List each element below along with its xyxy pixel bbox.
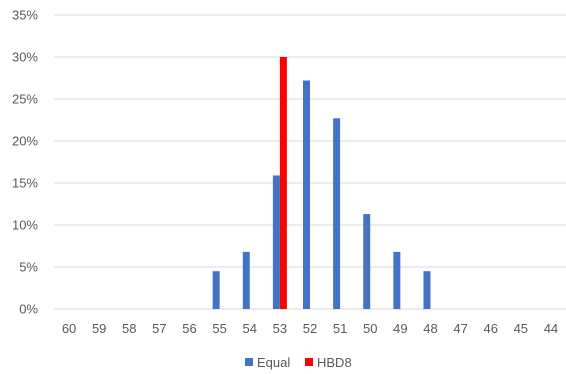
x-tick-label: 59 (92, 321, 106, 336)
legend-label-equal: Equal (257, 355, 290, 370)
x-tick-label: 54 (243, 321, 257, 336)
bar-equal-51 (333, 118, 341, 309)
x-tick-label: 53 (273, 321, 287, 336)
x-tick-label: 50 (363, 321, 377, 336)
x-axis: 60 59 58 57 56 55 54 53 52 51 50 49 48 47 46 45 44 (62, 321, 558, 336)
y-tick-label: 30% (12, 50, 38, 65)
bar-equal-50 (363, 214, 371, 309)
bar-equal-48 (423, 271, 431, 309)
bar-equal-53 (272, 175, 280, 309)
x-tick-label: 45 (514, 321, 528, 336)
y-tick-label: 5% (19, 260, 38, 275)
y-tick-label: 0% (19, 302, 38, 317)
y-tick-label: 10% (12, 218, 38, 233)
x-tick-label: 46 (483, 321, 497, 336)
x-tick-label: 51 (333, 321, 347, 336)
legend-label-hbd8: HBD8 (317, 355, 352, 370)
x-tick-label: 49 (393, 321, 407, 336)
legend-swatch-equal (245, 358, 253, 366)
x-tick-label: 48 (423, 321, 437, 336)
x-tick-label: 52 (303, 321, 317, 336)
x-tick-label: 57 (152, 321, 166, 336)
x-tick-label: 47 (453, 321, 467, 336)
x-tick-label: 55 (212, 321, 226, 336)
bar-hbd8-53 (279, 57, 287, 309)
x-tick-label: 58 (122, 321, 136, 336)
bar-equal-55 (212, 271, 220, 309)
x-tick-label: 44 (544, 321, 558, 336)
bar-equal-49 (393, 251, 401, 309)
legend: Equal HBD8 (245, 355, 352, 370)
y-axis: 0% 5% 10% 15% 20% 25% 30% 35% (12, 8, 38, 317)
y-tick-label: 15% (12, 176, 38, 191)
y-tick-label: 20% (12, 134, 38, 149)
x-tick-label: 60 (62, 321, 76, 336)
y-tick-label: 35% (12, 8, 38, 23)
bars (212, 57, 431, 310)
bar-equal-52 (303, 80, 310, 310)
y-tick-label: 25% (12, 92, 38, 107)
legend-swatch-hbd8 (305, 358, 313, 366)
bar-equal-54 (242, 251, 250, 309)
x-tick-label: 56 (182, 321, 196, 336)
